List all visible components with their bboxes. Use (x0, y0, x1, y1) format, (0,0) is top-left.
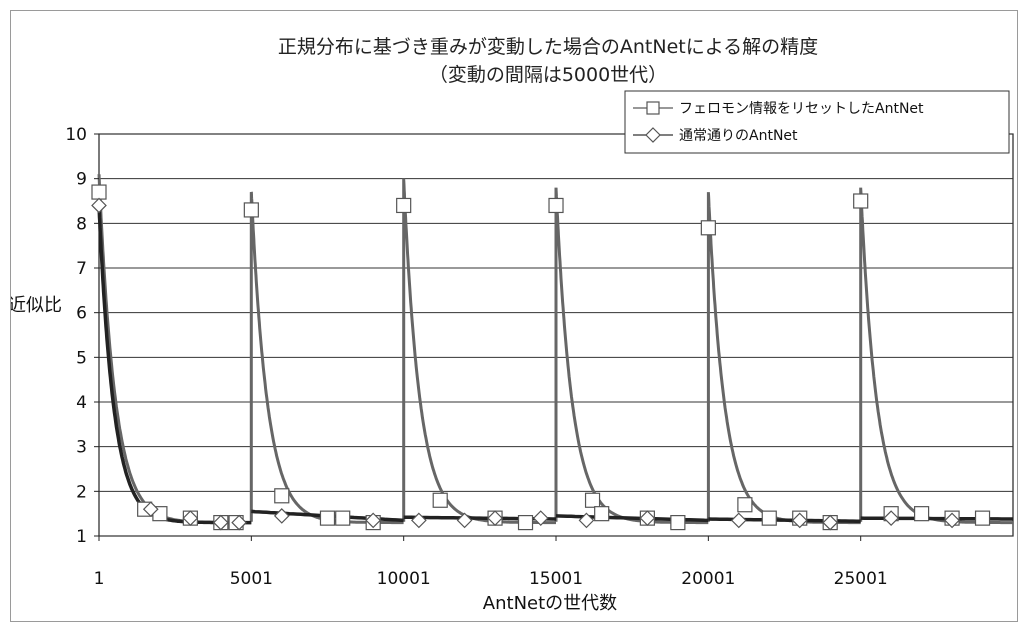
square-marker (670, 515, 686, 531)
legend-marker-diamond (645, 127, 661, 143)
square-marker (584, 492, 601, 508)
legend-box (624, 90, 1010, 154)
x-tick-label: 5001 (230, 569, 273, 589)
square-marker (517, 515, 534, 531)
diamond-marker (822, 514, 839, 531)
x-tick-label: 20001 (681, 569, 735, 589)
series-reset-segment (859, 187, 1013, 525)
y-tick-label: 5 (76, 348, 87, 368)
marker-layer (91, 184, 991, 531)
diamond-marker (883, 510, 899, 526)
diamond-marker (639, 510, 656, 526)
chart-title: 正規分布に基づき重みが変動した場合のAntNetによる解の精度 (278, 36, 818, 58)
diamond-marker (944, 512, 960, 529)
square-marker (761, 510, 777, 526)
series-reset-segment (554, 187, 709, 525)
diamond-marker (273, 508, 290, 524)
y-tick-label: 7 (76, 259, 87, 279)
diamond-marker (730, 512, 747, 529)
diamond-marker (791, 512, 808, 529)
diamond-marker (365, 512, 382, 529)
legend: フェロモン情報をリセットしたAntNet 通常通りのAntNet (624, 90, 1010, 154)
square-marker (243, 202, 259, 218)
square-marker (396, 197, 412, 214)
legend-label-reset: フェロモン情報をリセットしたAntNet (679, 101, 924, 117)
square-marker (594, 506, 610, 522)
diamond-marker (182, 510, 199, 526)
series-layer (97, 174, 1013, 525)
diamond-marker (578, 512, 595, 529)
chart-subtitle: （変動の間隔は5000世代） (429, 64, 667, 86)
y-axis-title: 近似比 (11, 295, 62, 316)
square-marker (548, 197, 564, 214)
y-tick-label: 9 (76, 170, 87, 190)
chart-svg: 正規分布に基づき重みが変動した場合のAntNetによる解の精度 （変動の間隔は5… (11, 36, 1014, 614)
legend-label-normal: 通常通りのAntNet (679, 128, 798, 144)
x-axis-title: AntNetの世代数 (483, 593, 617, 614)
diamond-marker (231, 514, 247, 531)
x-tick-label: 25001 (834, 569, 888, 589)
diamond-marker (487, 510, 503, 526)
diamond-marker (142, 501, 159, 518)
y-tick-label: 6 (76, 304, 87, 324)
square-marker (91, 184, 107, 200)
series-reset-segment (402, 178, 556, 525)
square-marker (335, 510, 351, 526)
x-tick-label: 15001 (529, 569, 583, 589)
y-tick-label: 4 (76, 393, 87, 413)
square-marker (974, 510, 991, 526)
y-tick-label: 2 (76, 482, 87, 502)
y-tick-label: 1 (76, 527, 87, 547)
legend-marker-square (646, 101, 660, 115)
y-tick-label: 8 (76, 214, 87, 234)
diamond-marker (411, 512, 427, 529)
series-reset-segment (97, 174, 252, 525)
series-normal-initial (97, 205, 252, 525)
x-tick-label: 1 (94, 569, 105, 589)
square-marker (913, 506, 930, 522)
diamond-marker (456, 512, 473, 529)
square-marker (737, 497, 753, 513)
square-marker (319, 510, 336, 526)
x-tick-label: 10001 (377, 569, 431, 589)
chart-frame: 正規分布に基づき重みが変動した場合のAntNetによる解の精度 （変動の間隔は5… (10, 10, 1018, 622)
diamond-marker (532, 510, 549, 526)
diamond-marker (212, 514, 229, 531)
square-marker (700, 220, 716, 236)
diamond-marker (91, 197, 107, 214)
y-tick-label: 3 (76, 438, 87, 458)
series-reset-segment (249, 191, 404, 525)
square-marker (853, 193, 869, 209)
square-marker (432, 492, 448, 508)
y-tick-label: 10 (65, 125, 87, 145)
square-marker (274, 488, 290, 504)
